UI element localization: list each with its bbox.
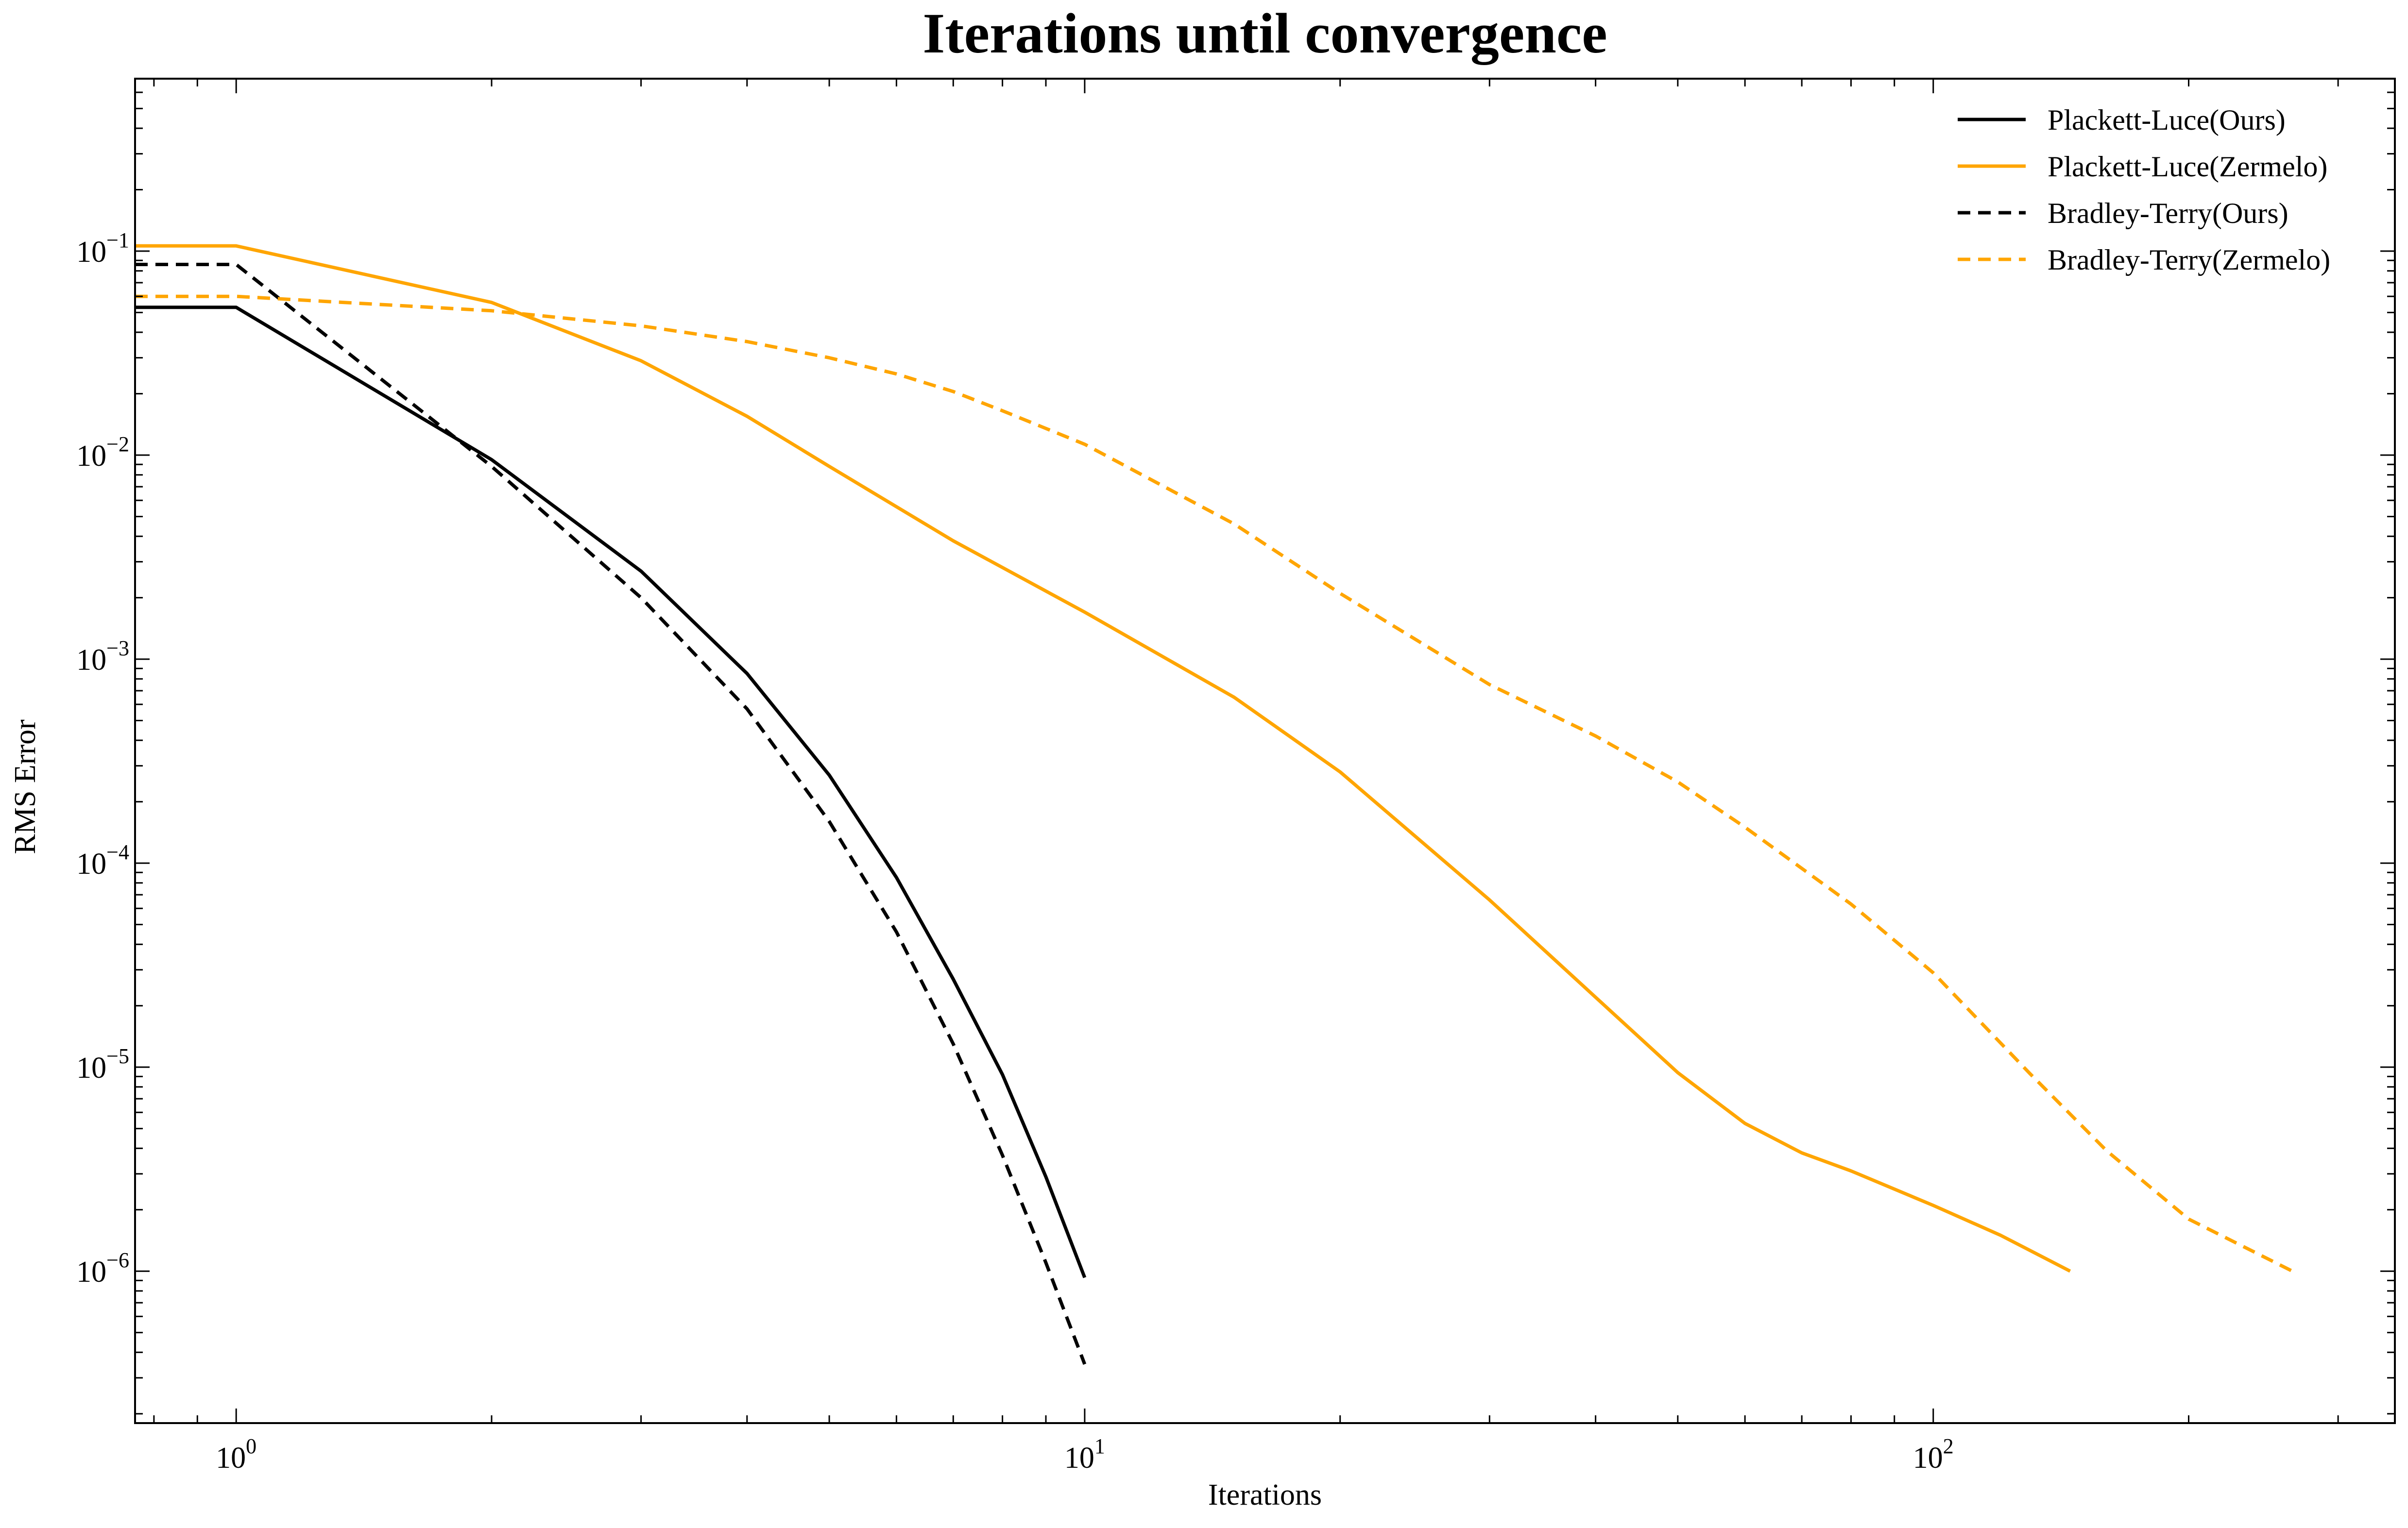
y-axis-label: RMS Error <box>9 719 42 854</box>
series-line-4 <box>135 294 2293 1273</box>
y-tick-label: 10−2 <box>76 432 129 473</box>
plot-area-frame <box>134 78 2396 1424</box>
x-tick-label: 101 <box>1064 1434 1105 1475</box>
y-tick-label: 10−6 <box>76 1248 129 1289</box>
ticks-layer: 100 101 102 10−1 10−2 10−3 10−4 10−5 10−6 <box>76 79 2395 1475</box>
y-tick-label: 10−3 <box>76 636 129 677</box>
x-tick-label: 100 <box>216 1434 256 1475</box>
x-axis-label: Iterations <box>1208 1478 1322 1511</box>
legend-label-3: Bradley-Terry(Ours) <box>2048 197 2288 229</box>
chart-title: Iterations until convergence <box>922 1 1607 65</box>
series-layer <box>135 244 2293 1365</box>
y-tick-label: 10−1 <box>76 228 129 269</box>
series-line-3 <box>135 263 1087 1365</box>
series-line-2 <box>135 244 2071 1273</box>
y-tick-label: 10−5 <box>76 1044 129 1085</box>
legend: Plackett-Luce(Ours) Plackett-Luce(Zermelo… <box>1958 104 2330 276</box>
legend-label-1: Plackett-Luce(Ours) <box>2048 104 2286 136</box>
series-line-1 <box>135 306 1087 1278</box>
legend-label-4: Bradley-Terry(Zermelo) <box>2048 244 2330 276</box>
y-tick-label: 10−4 <box>76 840 129 881</box>
x-tick-label: 102 <box>1913 1434 1954 1475</box>
legend-label-2: Plackett-Luce(Zermelo) <box>2048 151 2327 183</box>
